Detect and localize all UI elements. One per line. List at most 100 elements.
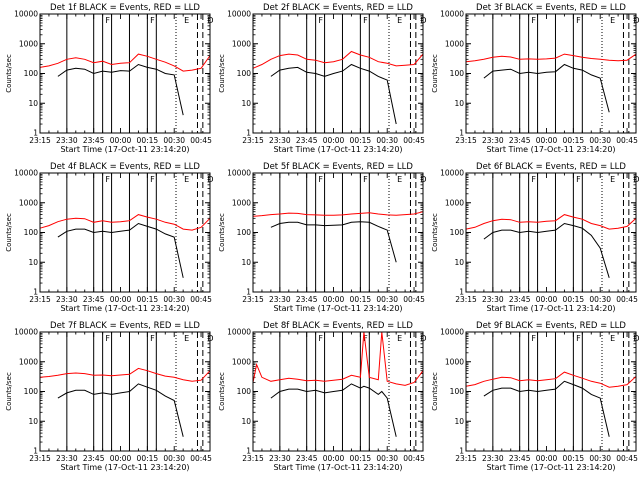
x-tick-label: 00:15 [563,454,585,463]
x-tick-label: 23:45 [83,295,105,304]
chart-panel-9: Det 9f BLACK = Events, RED = LLD Counts/s… [431,321,640,472]
marker-letter: E [610,175,615,184]
x-tick-label: 23:30 [269,295,291,304]
x-tick-label: 23:30 [269,454,291,463]
x-tick-label: 23:30 [56,136,78,145]
x-axis-label: Start Time (17-Oct-11 23:14:20) [273,145,402,154]
lld-series-line [252,211,424,217]
x-axis-label: Start Time (17-Oct-11 23:14:20) [273,463,402,472]
y-tick-label: 10000 [14,10,38,19]
y-axis-label: Counts/sec [5,213,13,252]
marker-letter: D [420,16,426,25]
events-series-line [483,222,610,278]
events-series-line [57,222,184,278]
chart-title: Det 8f BLACK = Events, RED = LLD [263,321,413,331]
marker-letter: E [184,334,189,343]
x-tick-label: 23:15 [242,136,264,145]
x-tick-label: 00:45 [403,295,425,304]
marker-letter: F [576,16,581,25]
x-axis-label: Start Time (17-Oct-11 23:14:20) [60,463,189,472]
chart-panel-5: Det 5f BLACK = Events, RED = LLD Counts/s… [218,162,427,313]
x-tick-label: 00:00 [536,136,558,145]
marker-letter: E [397,175,402,184]
y-tick-label: 1000 [232,39,251,48]
marker-letter: E [184,16,189,25]
y-tick-label: 1000 [445,39,464,48]
marker-letter: E [397,334,402,343]
y-tick-label: 10 [241,258,251,267]
y-tick-label: 1 [33,447,38,456]
y-axis-label: Counts/sec [431,213,439,252]
y-axis-label: Counts/sec [218,213,226,252]
y-axis-label: Counts/sec [218,54,226,93]
y-axis-label: Counts/sec [218,372,226,411]
marker-letter: F [318,16,323,25]
y-tick-label: 10 [454,417,464,426]
x-tick-label: 00:45 [190,136,212,145]
marker-letter: F [363,334,368,343]
marker-letter: F [150,175,155,184]
y-tick-label: 1 [33,129,38,138]
y-tick-label: 10 [241,417,251,426]
y-tick-label: 10000 [440,169,464,178]
x-tick-label: 00:30 [163,136,185,145]
y-tick-label: 10000 [440,328,464,337]
x-tick-label: 00:15 [137,454,159,463]
y-axis-label: Counts/sec [431,54,439,93]
x-tick-label: 00:00 [536,295,558,304]
y-tick-label: 1000 [232,357,251,366]
x-axis-label: Start Time (17-Oct-11 23:14:20) [273,304,402,313]
x-tick-label: 00:00 [110,295,132,304]
y-tick-label: 1 [459,288,464,297]
chart-panel-4: Det 4f BLACK = Events, RED = LLD Counts/s… [5,162,214,313]
lld-series-line [39,367,211,382]
y-tick-label: 1000 [19,39,38,48]
x-tick-label: 23:45 [509,136,531,145]
x-axis-label: Start Time (17-Oct-11 23:14:20) [60,304,189,313]
chart-panel-8: Det 8f BLACK = Events, RED = LLD Counts/s… [218,321,427,472]
y-tick-label: 1 [33,288,38,297]
x-tick-label: 00:30 [589,295,611,304]
chart-title: Det 5f BLACK = Events, RED = LLD [263,162,413,172]
y-tick-label: 100 [24,228,39,237]
y-tick-label: 10 [454,99,464,108]
y-tick-label: 100 [237,69,252,78]
y-tick-label: 10 [454,258,464,267]
x-tick-label: 00:00 [110,454,132,463]
marker-letter: F [150,334,155,343]
marker-letter: F [105,334,110,343]
x-tick-label: 00:00 [323,295,345,304]
x-tick-label: 00:00 [323,454,345,463]
x-tick-label: 00:15 [563,136,585,145]
x-tick-label: 00:15 [137,295,159,304]
marker-letter: E [184,175,189,184]
x-tick-label: 23:30 [56,454,78,463]
y-axis-label: Counts/sec [5,372,13,411]
x-tick-label: 23:15 [29,454,51,463]
chart-panel-1: Det 1f BLACK = Events, RED = LLD Counts/s… [5,3,214,154]
y-tick-label: 100 [237,228,252,237]
marker-letter: E [610,334,615,343]
chart-panel-2: Det 2f BLACK = Events, RED = LLD Counts/s… [218,3,427,154]
x-tick-label: 00:45 [616,454,638,463]
chart-title: Det 9f BLACK = Events, RED = LLD [476,321,626,331]
x-tick-label: 00:15 [563,295,585,304]
x-tick-label: 23:30 [269,136,291,145]
y-tick-label: 10 [241,99,251,108]
y-axis-label: Counts/sec [5,54,13,93]
x-tick-label: 00:30 [376,136,398,145]
plot-frame [465,172,637,293]
x-tick-label: 00:00 [323,136,345,145]
marker-letter: F [318,334,323,343]
x-tick-label: 23:30 [56,295,78,304]
marker-letter: D [207,175,213,184]
plot-frame [39,13,211,134]
y-tick-label: 10000 [227,328,251,337]
x-tick-label: 23:45 [83,454,105,463]
y-tick-label: 10000 [227,169,251,178]
y-tick-label: 1000 [19,198,38,207]
plot-frame [252,331,424,452]
x-tick-label: 00:30 [376,295,398,304]
x-tick-label: 23:45 [296,295,318,304]
y-tick-label: 100 [24,387,39,396]
